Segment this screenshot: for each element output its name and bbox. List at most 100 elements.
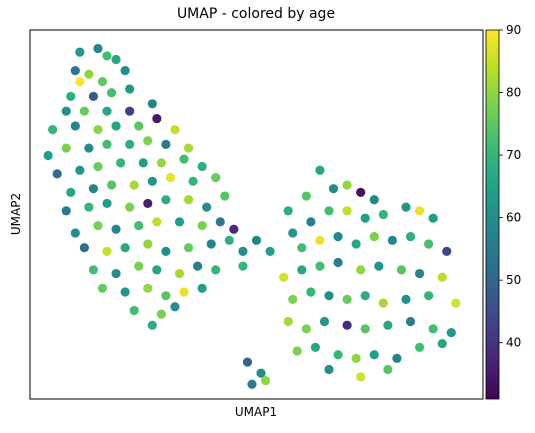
point [179, 287, 189, 297]
point [202, 202, 212, 212]
point [324, 291, 334, 301]
point [84, 202, 94, 212]
point [424, 291, 434, 301]
point [48, 125, 58, 135]
point [125, 202, 135, 212]
point [134, 220, 144, 231]
point [93, 43, 103, 54]
point [111, 121, 121, 131]
point [342, 320, 352, 330]
point [324, 364, 334, 375]
point [333, 350, 343, 360]
point [61, 143, 71, 153]
point [79, 243, 89, 253]
point [451, 298, 461, 308]
point [405, 316, 416, 327]
point [437, 272, 447, 282]
point [170, 302, 180, 312]
point [161, 246, 171, 256]
point [70, 228, 80, 238]
point [265, 246, 275, 256]
point [206, 239, 216, 249]
point [356, 265, 366, 275]
point [315, 261, 325, 271]
point [102, 51, 112, 61]
chart-title: UMAP - colored by age [177, 6, 335, 22]
point [183, 195, 194, 205]
point [242, 357, 253, 367]
point [197, 220, 207, 231]
point [342, 180, 352, 190]
point [102, 198, 112, 209]
point [152, 113, 162, 124]
point [369, 195, 379, 205]
point [288, 294, 298, 304]
point [120, 287, 130, 297]
point [161, 195, 171, 205]
point [116, 158, 126, 168]
point [193, 261, 203, 271]
point [260, 375, 271, 386]
point [328, 184, 339, 194]
point [401, 202, 411, 212]
point [315, 165, 325, 175]
point [301, 324, 311, 334]
colorbar-tick-label: 80 [506, 86, 521, 100]
point [279, 272, 289, 282]
point [70, 121, 80, 131]
point [120, 243, 130, 253]
point [183, 143, 194, 153]
point [125, 139, 135, 149]
point [174, 268, 185, 279]
point [106, 88, 117, 98]
point [125, 84, 135, 94]
colorbar-tick-label: 70 [506, 148, 521, 162]
x-axis-label: UMAP1 [235, 405, 277, 419]
point [405, 232, 416, 242]
point [356, 372, 366, 382]
point [152, 217, 162, 227]
point [333, 232, 343, 242]
point [292, 346, 302, 356]
point [306, 287, 316, 297]
point [70, 65, 80, 76]
point [238, 261, 248, 271]
point [43, 150, 53, 161]
point [111, 224, 121, 234]
point [84, 69, 94, 79]
point [414, 268, 425, 279]
point [84, 143, 94, 153]
point [378, 209, 388, 220]
point [197, 161, 207, 172]
point [392, 353, 402, 364]
point [88, 265, 99, 275]
point [351, 239, 361, 249]
point [310, 342, 320, 352]
point [147, 320, 157, 330]
point [75, 77, 85, 87]
point [414, 342, 425, 352]
point [383, 320, 393, 330]
point [143, 239, 153, 249]
y-axis-label: UMAP2 [9, 193, 23, 235]
point [360, 291, 370, 301]
point [174, 217, 185, 227]
point [93, 125, 103, 135]
point [324, 206, 334, 216]
point [356, 187, 366, 197]
point [161, 139, 171, 149]
point [301, 191, 311, 201]
point [297, 243, 307, 253]
point [97, 283, 108, 293]
point [125, 106, 135, 116]
point [183, 243, 194, 253]
point [161, 291, 171, 301]
point [387, 235, 397, 245]
point [378, 298, 388, 308]
point [75, 47, 85, 57]
points [43, 43, 461, 389]
point [102, 106, 112, 116]
point [360, 324, 370, 334]
point [156, 158, 166, 168]
point [170, 125, 180, 135]
